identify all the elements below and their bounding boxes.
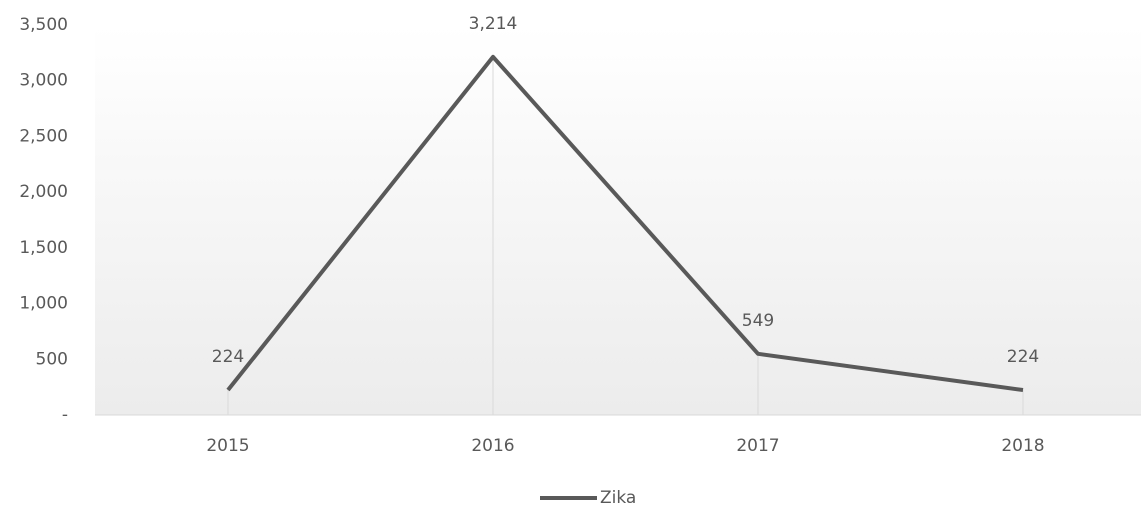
y-tick-label: - bbox=[62, 405, 68, 425]
y-tick-label: 3,000 bbox=[19, 71, 68, 91]
y-tick-label: 1,000 bbox=[19, 294, 68, 314]
y-tick-label: 1,500 bbox=[19, 238, 68, 258]
x-tick-label: 2017 bbox=[736, 436, 779, 456]
x-tick-label: 2015 bbox=[206, 436, 249, 456]
series-line bbox=[226, 54, 1024, 393]
y-tick-label: 3,500 bbox=[19, 15, 68, 35]
data-label: 549 bbox=[742, 311, 774, 331]
data-label: 224 bbox=[212, 347, 244, 367]
x-tick-label: 2016 bbox=[471, 436, 514, 456]
x-tick-label: 2018 bbox=[1001, 436, 1044, 456]
y-tick-label: 2,500 bbox=[19, 126, 68, 146]
plot-area bbox=[95, 25, 1141, 415]
data-label: 3,214 bbox=[469, 14, 518, 34]
y-tick-label: 2,000 bbox=[19, 182, 68, 202]
data-label: 224 bbox=[1007, 347, 1039, 367]
y-tick-label: 500 bbox=[36, 349, 68, 369]
legend-label: Zika bbox=[600, 488, 636, 508]
